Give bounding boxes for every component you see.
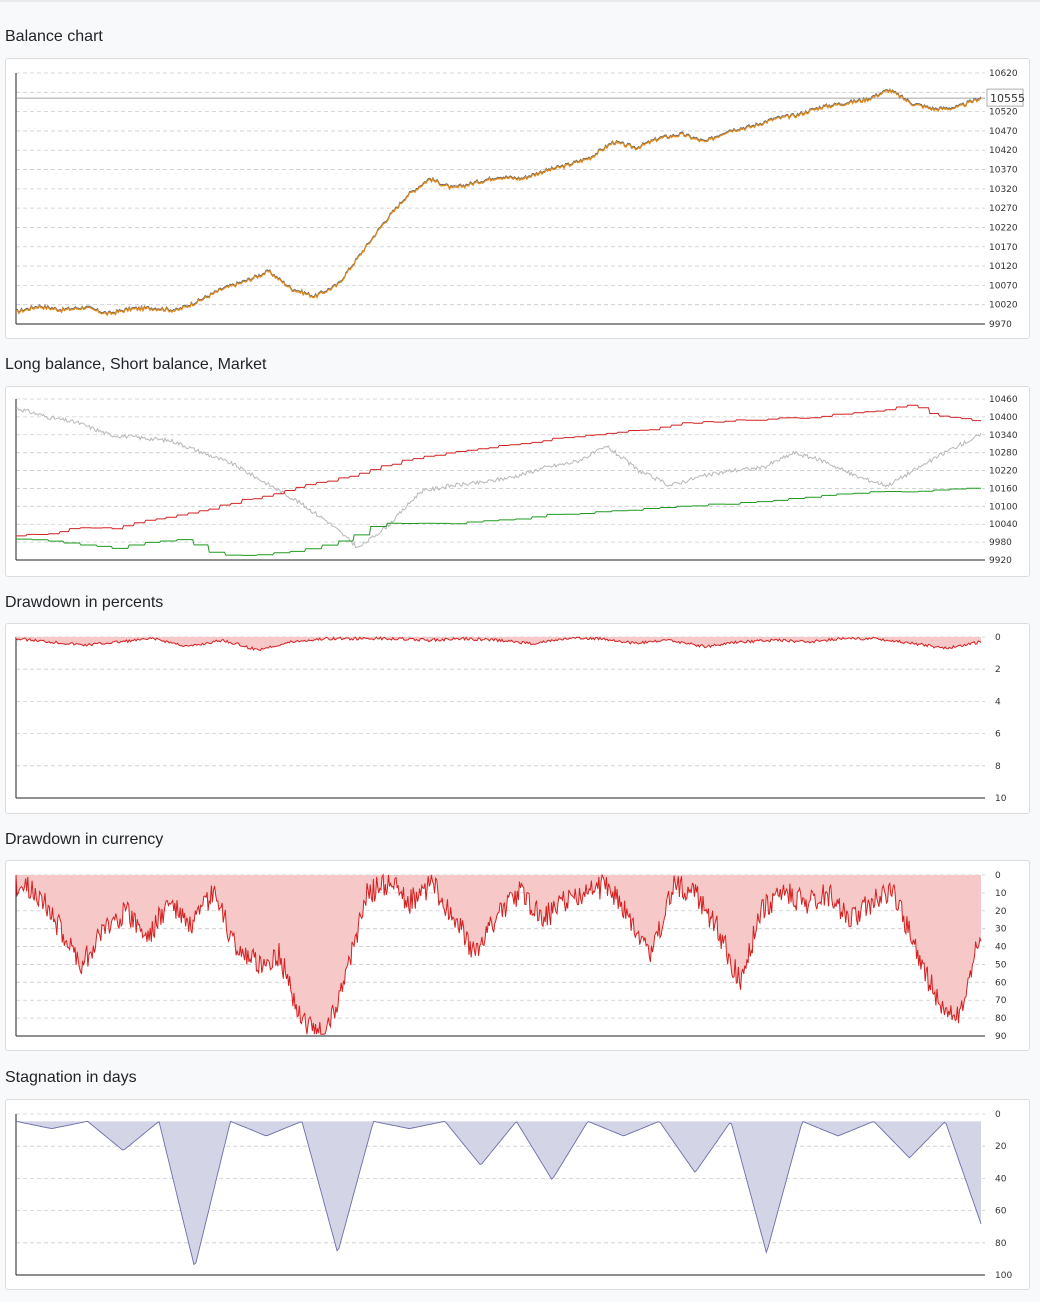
balance-current-value-label: 10555 <box>990 92 1025 105</box>
balance-chart-panel: 1062010570105201047010420103701032010270… <box>5 58 1030 339</box>
drawdown-currency-series-line <box>15 873 982 1035</box>
drawdown-currency-ytick-label: 80 <box>995 1014 1007 1024</box>
drawdown-percent-area-fill <box>16 637 981 651</box>
short-balance-series-line <box>16 487 981 556</box>
stagnation-chart: 0 20 40 60 80 100 <box>15 1110 1012 1281</box>
balance-current-value-box <box>986 88 1024 107</box>
balance-chart: 1062010570105201047010420103701032010270… <box>15 69 1025 330</box>
stagnation-series-line <box>15 1120 982 1266</box>
drawdown-percent-panel: 0 2 4 6 8 10 <box>5 623 1030 814</box>
drawdown-currency-ytick-label: 50 <box>995 960 1007 970</box>
drawdown-percent-ytick-label: 10 <box>995 794 1007 804</box>
drawdown-percent-ytick-label: 8 <box>995 762 1001 772</box>
stagnation-title: Stagnation in days <box>5 1069 137 1086</box>
stagnation-ytick-label: 20 <box>995 1142 1007 1152</box>
long-balance-series-line <box>16 404 981 537</box>
balance-ytick-label: 9970 <box>989 320 1012 330</box>
long-short-market-ytick-label: 10040 <box>989 520 1018 530</box>
drawdown-currency-ytick-label: 20 <box>995 907 1007 917</box>
stagnation-ytick-label: 60 <box>995 1207 1007 1217</box>
long-short-market-chart: 10460 10400 10340 10280 10220 10160 10100 10040… <box>15 395 1018 566</box>
drawdown-currency-ytick-label: 60 <box>995 978 1007 988</box>
drawdown-percent-ytick-label: 4 <box>995 697 1001 707</box>
drawdown-percent-ytick-label: 0 <box>995 633 1001 643</box>
stagnation-panel: 0 20 40 60 80 100 <box>5 1099 1030 1290</box>
drawdown-currency-ytick-label: 40 <box>995 943 1007 953</box>
balance-series-line <box>15 88 982 317</box>
drawdown-percent-ytick-label: 6 <box>995 730 1001 740</box>
balance-ytick-label: 10320 <box>989 185 1018 195</box>
balance-ytick-label: 10220 <box>989 223 1018 233</box>
drawdown-percent-chart: 0 2 4 6 8 10 <box>15 633 1007 804</box>
stagnation-area-fill <box>16 1121 981 1265</box>
balance-chart-title: Balance chart <box>5 28 103 45</box>
drawdown-currency-chart: 0 10 20 30 40 50 60 70 80 90 <box>15 871 1007 1042</box>
balance-ytick-label: 10620 <box>989 69 1018 79</box>
drawdown-percent-title: Drawdown in percents <box>5 594 164 611</box>
drawdown-currency-area-fill <box>16 875 981 1035</box>
long-short-market-ytick-label: 10160 <box>989 484 1018 494</box>
long-short-market-ytick-label: 10280 <box>989 449 1018 459</box>
stagnation-ytick-label: 100 <box>995 1271 1012 1281</box>
long-short-market-ytick-label: 10100 <box>989 502 1018 512</box>
drawdown-currency-ytick-label: 90 <box>995 1032 1007 1042</box>
long-short-market-title: Long balance, Short balance, Market <box>5 356 267 373</box>
balance-ytick-label: 10120 <box>989 262 1018 272</box>
balance-ytick-label: 10070 <box>989 281 1018 291</box>
balance-ytick-label: 10520 <box>989 108 1018 118</box>
long-short-market-ytick-label: 10460 <box>989 395 1018 405</box>
drawdown-currency-title: Drawdown in currency <box>5 831 164 848</box>
balance-ytick-label: 10170 <box>989 243 1018 253</box>
drawdown-percent-ytick-label: 2 <box>995 665 1001 675</box>
market-series-line <box>15 407 982 549</box>
balance-ytick-label: 10270 <box>989 204 1018 214</box>
top-divider <box>0 0 1040 2</box>
drawdown-currency-ytick-label: 30 <box>995 925 1007 935</box>
drawdown-currency-ytick-label: 70 <box>995 996 1007 1006</box>
balance-ytick-label: 10470 <box>989 127 1018 137</box>
long-short-market-grid <box>16 398 985 543</box>
long-short-market-ytick-label: 9980 <box>989 538 1012 548</box>
drawdown-percent-series-line <box>15 636 982 652</box>
balance-grid <box>16 72 985 306</box>
drawdown-currency-ytick-label: 10 <box>995 889 1007 899</box>
long-short-market-ytick-label: 10400 <box>989 413 1018 423</box>
balance-ytick-label: 10420 <box>989 146 1018 156</box>
long-short-market-ytick-label: 9920 <box>989 556 1012 566</box>
long-short-market-ytick-label: 10220 <box>989 467 1018 477</box>
balance-shadow-line <box>15 88 982 315</box>
stagnation-ytick-label: 0 <box>995 1110 1001 1120</box>
balance-ytick-label: 10370 <box>989 166 1018 176</box>
balance-ytick-label: 10020 <box>989 301 1018 311</box>
drawdown-currency-ytick-label: 0 <box>995 871 1001 881</box>
drawdown-currency-panel: 0 10 20 30 40 50 60 70 80 90 <box>5 860 1030 1051</box>
long-short-market-ytick-label: 10340 <box>989 431 1018 441</box>
stagnation-ytick-label: 40 <box>995 1174 1007 1184</box>
stagnation-ytick-label: 80 <box>995 1239 1007 1249</box>
long-short-market-panel: 10460 10400 10340 10280 10220 10160 10100 10040… <box>5 386 1030 577</box>
